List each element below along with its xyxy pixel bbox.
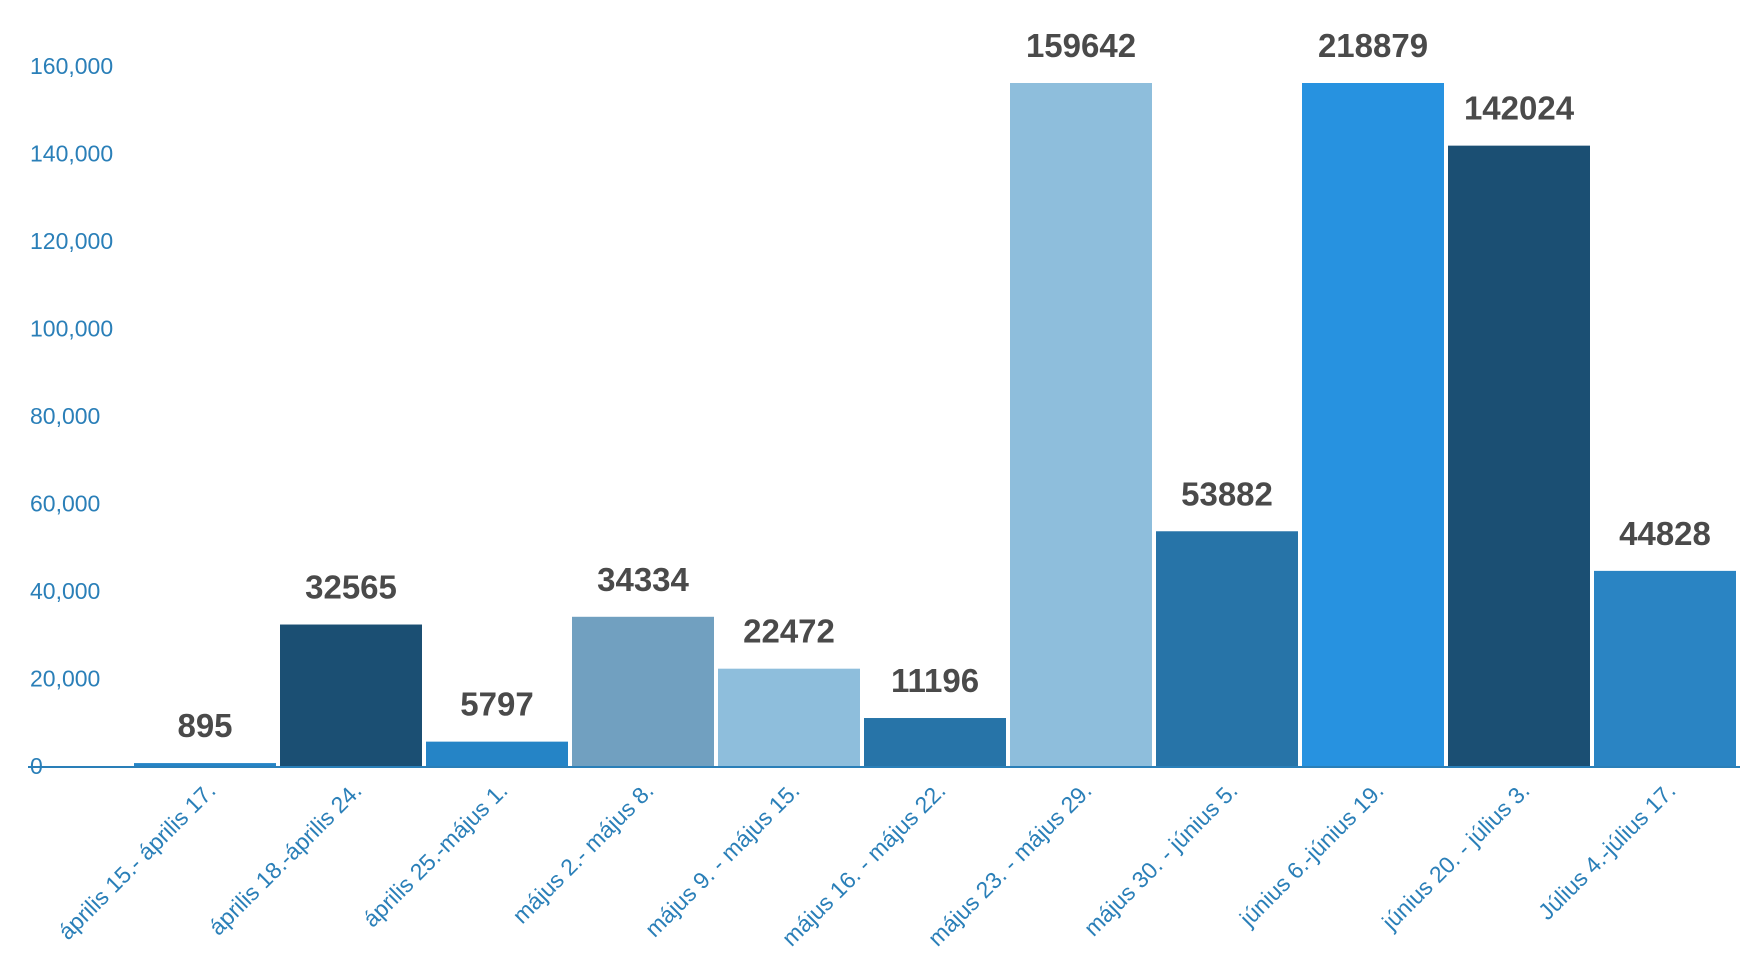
bar	[572, 616, 714, 767]
data-label: 44828	[1619, 515, 1711, 552]
data-label: 159642	[1026, 27, 1136, 64]
bar	[280, 624, 422, 767]
y-tick-label: 80,000	[30, 403, 100, 429]
x-tick-label: június 6.-június 19.	[1234, 777, 1389, 932]
x-axis: április 15.- április 17.április 18.-ápri…	[53, 777, 1681, 951]
bars	[134, 83, 1736, 767]
y-tick-label: 100,000	[30, 316, 113, 342]
data-label: 32565	[305, 569, 397, 606]
x-tick-label: május 16. - május 22.	[777, 777, 951, 951]
bar	[134, 763, 276, 767]
data-label: 142024	[1464, 90, 1575, 127]
data-label: 22472	[743, 613, 835, 650]
x-tick-label: május 9. - május 15.	[640, 777, 805, 942]
x-tick-label: május 30. - június 5.	[1079, 777, 1243, 941]
data-labels: 895 32565 5797 34334 22472 11196 159642 53882 21…	[177, 27, 1710, 744]
x-tick-label: április 18.-április 24.	[204, 777, 367, 940]
bar	[1010, 83, 1152, 767]
y-tick-label: 160,000	[30, 53, 113, 79]
y-tick-label: 60,000	[30, 491, 100, 517]
x-tick-label: április 25.-május 1.	[358, 777, 513, 932]
x-tick-label: május 23. - május 29.	[923, 777, 1097, 951]
y-tick-label: 120,000	[30, 228, 113, 254]
data-label: 11196	[891, 662, 979, 699]
y-axis: 020,00040,00060,00080,000100,000120,0001…	[30, 53, 113, 779]
bar	[1594, 570, 1736, 767]
y-tick-label: 140,000	[30, 141, 113, 167]
bar	[864, 718, 1006, 767]
bar	[1448, 145, 1590, 767]
data-label: 218879	[1318, 27, 1428, 64]
bar	[1302, 83, 1444, 767]
bar	[718, 668, 860, 767]
data-label: 895	[177, 707, 232, 744]
y-tick-label: 20,000	[30, 666, 100, 692]
x-tick-label: Július 4.-július 17.	[1533, 777, 1681, 925]
data-label: 5797	[460, 686, 533, 723]
data-label: 53882	[1181, 475, 1273, 512]
x-tick-label: május 2.- május 8.	[507, 777, 658, 928]
x-tick-label: június 20. - július 3.	[1376, 777, 1534, 935]
y-tick-label: 40,000	[30, 578, 100, 604]
bar	[1156, 531, 1298, 767]
data-label: 34334	[597, 561, 689, 598]
x-tick-label: április 15.- április 17.	[53, 777, 221, 945]
bar	[426, 741, 568, 767]
